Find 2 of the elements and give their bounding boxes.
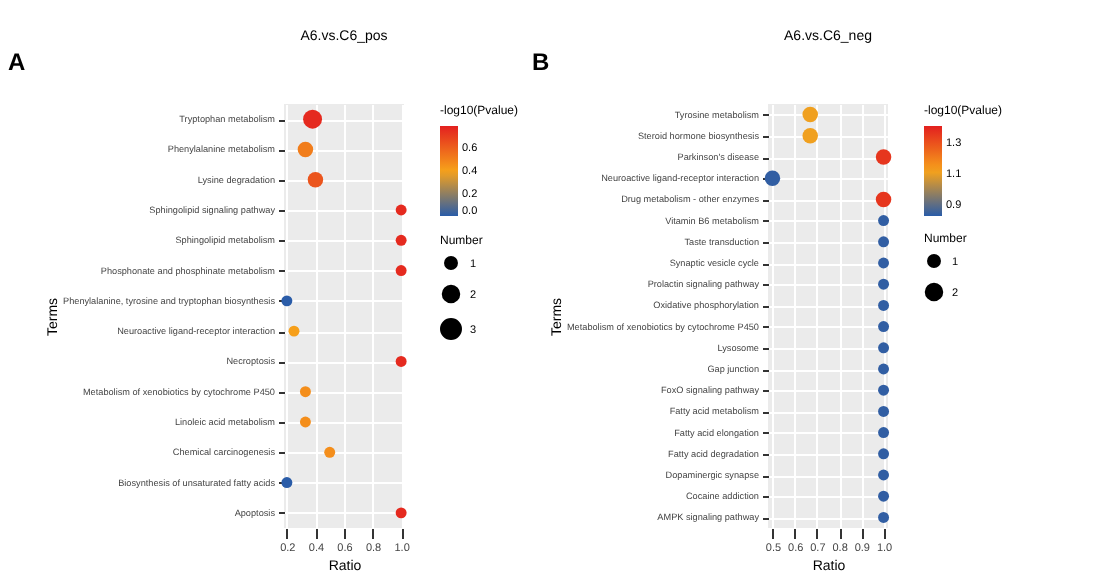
text: A [8,48,26,76]
text: B [532,48,550,76]
